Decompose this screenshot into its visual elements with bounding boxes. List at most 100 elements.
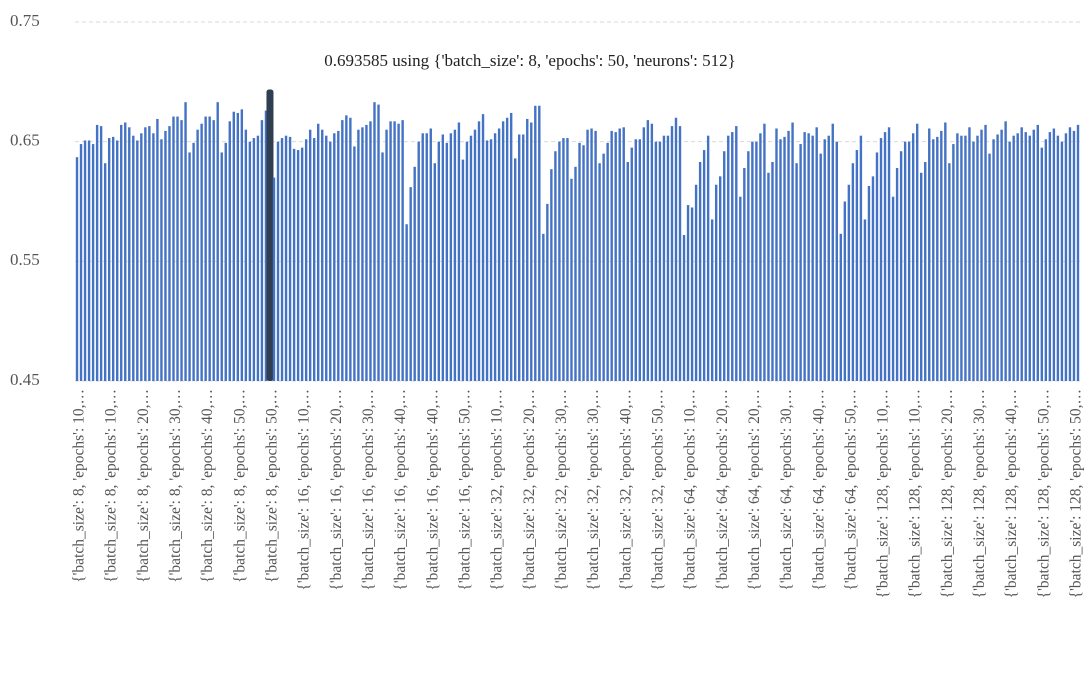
x-tick-label: {'batch_size': 16, 'epochs': 20,… xyxy=(328,389,345,591)
bar xyxy=(449,133,453,381)
bar xyxy=(1032,129,1035,381)
bar xyxy=(811,135,814,381)
bar xyxy=(883,132,887,381)
bar xyxy=(501,121,505,381)
bar xyxy=(706,135,710,381)
bar xyxy=(184,102,187,381)
bar xyxy=(292,148,296,381)
bar xyxy=(341,120,344,382)
bar xyxy=(417,141,420,381)
bar xyxy=(497,128,501,381)
y-tick-label: 0.55 xyxy=(10,250,40,269)
x-tick-label: {'batch_size': 128, 'epochs': 10,… xyxy=(907,389,924,598)
bar xyxy=(815,127,818,381)
bar xyxy=(357,129,360,381)
bar xyxy=(907,141,911,381)
bar xyxy=(252,138,256,381)
bar xyxy=(116,140,119,381)
bar xyxy=(1056,135,1060,381)
bar xyxy=(244,129,248,381)
bar xyxy=(365,124,368,381)
bar xyxy=(232,111,235,381)
x-tick-label: {'batch_size': 64, 'epochs': 40,… xyxy=(810,389,827,591)
bar xyxy=(610,130,613,381)
bar xyxy=(393,121,396,381)
x-tick-label: {'batch_size': 128, 'epochs': 50,… xyxy=(1068,389,1085,598)
x-tick-label: {'batch_size': 16, 'epochs': 50,… xyxy=(456,389,473,591)
bar xyxy=(1060,141,1064,381)
bar xyxy=(948,163,951,381)
bar xyxy=(731,132,734,381)
bar xyxy=(1024,132,1027,381)
bar xyxy=(574,166,577,381)
bar xyxy=(634,139,637,381)
bar xyxy=(473,129,477,381)
bar xyxy=(353,146,356,381)
bar xyxy=(775,128,778,381)
bar xyxy=(264,110,268,381)
bar xyxy=(642,127,646,381)
bar xyxy=(120,124,123,381)
bar xyxy=(682,235,686,381)
bar xyxy=(799,144,802,381)
bar xyxy=(1016,133,1019,381)
bar xyxy=(461,159,465,381)
bar xyxy=(920,172,923,381)
bar xyxy=(429,128,432,381)
bar xyxy=(140,133,143,381)
x-tick-label: {'batch_size': 128, 'epochs': 10,… xyxy=(875,389,892,598)
bar xyxy=(666,135,670,381)
y-tick-label: 0.75 xyxy=(10,11,40,30)
bar xyxy=(465,141,469,381)
bar xyxy=(260,120,264,382)
bar xyxy=(1044,139,1048,381)
bar xyxy=(554,151,557,381)
bar xyxy=(727,135,730,381)
bar xyxy=(272,177,276,381)
bar xyxy=(91,144,95,381)
bar xyxy=(164,130,167,381)
bar xyxy=(739,196,742,381)
bar xyxy=(1076,124,1080,381)
bar xyxy=(276,141,280,381)
bar xyxy=(626,162,629,381)
bar xyxy=(240,109,244,382)
x-tick-label: {'batch_size': 16, 'epochs': 40,… xyxy=(424,389,441,591)
bar xyxy=(1008,141,1011,381)
bar xyxy=(767,172,770,381)
x-tick-label: {'batch_size': 8, 'epochs': 10,… xyxy=(103,389,120,583)
bar xyxy=(469,135,473,381)
bar xyxy=(1004,121,1007,381)
bar xyxy=(401,120,404,382)
bar xyxy=(936,136,939,381)
bar xyxy=(823,139,826,381)
y-tick-label: 0.45 xyxy=(10,370,40,389)
bar xyxy=(421,133,424,381)
bar xyxy=(377,104,380,381)
bar xyxy=(337,130,340,381)
bar xyxy=(566,138,569,381)
bar xyxy=(144,127,147,381)
bar xyxy=(152,133,155,381)
bar xyxy=(329,141,332,381)
bar xyxy=(168,126,171,381)
bar xyxy=(172,116,175,381)
bar xyxy=(397,123,400,381)
bar xyxy=(646,120,650,382)
bar xyxy=(457,122,461,382)
bar xyxy=(719,176,722,381)
bar xyxy=(980,129,983,381)
bar xyxy=(409,187,412,381)
bar xyxy=(124,122,127,382)
bar xyxy=(526,118,529,382)
bar xyxy=(79,144,83,381)
bar xyxy=(911,133,915,381)
x-tick-label: {'batch_size': 64, 'epochs': 30,… xyxy=(778,389,795,591)
bar xyxy=(385,129,388,381)
bar xyxy=(795,163,798,381)
bar xyxy=(791,122,794,382)
bar xyxy=(208,116,211,381)
bar xyxy=(968,127,971,381)
bar xyxy=(602,153,605,381)
